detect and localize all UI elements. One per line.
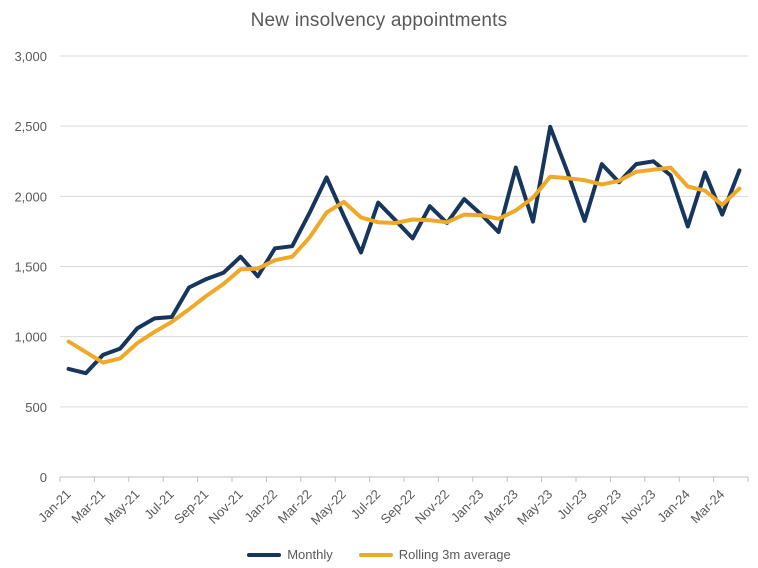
x-axis-label: Mar-21 xyxy=(68,487,108,527)
y-axis-label: 0 xyxy=(40,470,47,485)
y-axis-label: 3,000 xyxy=(14,49,47,64)
x-axis-label: Sep-23 xyxy=(584,487,624,527)
legend-item-rolling: Rolling 3m average xyxy=(358,547,511,562)
y-axis-label: 1,000 xyxy=(14,330,47,345)
x-axis-label: May-23 xyxy=(514,487,555,528)
x-axis-label: May-21 xyxy=(101,487,142,528)
x-axis-label: Jan-23 xyxy=(448,487,487,526)
x-axis-label: Nov-21 xyxy=(205,487,245,527)
x-axis-label: Jan-21 xyxy=(35,487,74,526)
y-axis-label: 500 xyxy=(25,400,47,415)
chart-title: New insolvency appointments xyxy=(250,10,508,31)
monthly-legend-label: Monthly xyxy=(287,547,333,562)
y-axis-label: 1,500 xyxy=(14,260,47,275)
rolling-line-swatch xyxy=(358,552,393,557)
x-axis-label: Nov-22 xyxy=(412,487,452,527)
legend-item-monthly: Monthly xyxy=(247,547,333,562)
x-axis-label: Nov-23 xyxy=(618,487,658,527)
x-axis-label: Mar-24 xyxy=(688,487,728,527)
x-axis-label: May-22 xyxy=(308,487,349,528)
x-axis-label: Mar-22 xyxy=(275,487,315,527)
x-axis-label: Mar-23 xyxy=(481,487,521,527)
rolling-3m-average-line xyxy=(66,165,742,365)
x-axis-label: Jan-24 xyxy=(654,487,693,526)
y-axis-label: 2,500 xyxy=(14,119,47,134)
monthly-line xyxy=(66,124,742,376)
x-axis-label: Sep-21 xyxy=(171,487,211,527)
x-axis-label: Sep-22 xyxy=(377,487,417,527)
monthly-line-swatch xyxy=(247,552,282,557)
rolling-legend-label: Rolling 3m average xyxy=(398,547,511,562)
x-axis-label: Jan-22 xyxy=(241,487,280,526)
chart-legend: Monthly Rolling 3m average xyxy=(0,547,758,562)
y-axis-label: 2,000 xyxy=(14,189,47,204)
